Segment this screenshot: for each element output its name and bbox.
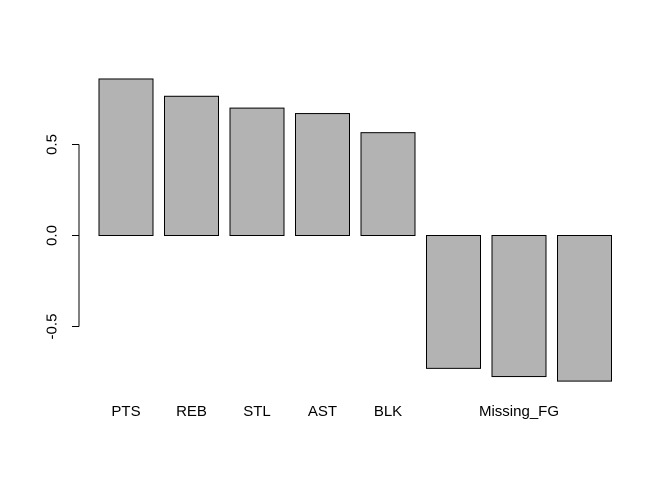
category-label: AST	[308, 403, 337, 420]
category-label: PTS	[111, 403, 140, 420]
bars	[98, 78, 612, 382]
y-tick-label: -0.5	[44, 314, 61, 340]
category-label: BLK	[374, 403, 402, 420]
bar	[98, 78, 154, 237]
category-label: Missing_FG	[479, 403, 559, 420]
category-label: STL	[243, 403, 271, 420]
bar	[295, 113, 350, 236]
y-tick-label: 0.0	[44, 225, 61, 246]
bar	[229, 107, 285, 236]
bar	[491, 235, 547, 378]
y-tick-label: 0.5	[44, 134, 61, 155]
category-labels: PTS REB STL AST BLK Missing_FG	[111, 403, 559, 420]
bar	[557, 235, 612, 382]
bar	[164, 95, 219, 236]
bar	[426, 235, 481, 369]
category-label: REB	[176, 403, 207, 420]
y-axis: -0.5 0.0 0.5	[44, 134, 80, 339]
bar	[360, 132, 416, 236]
